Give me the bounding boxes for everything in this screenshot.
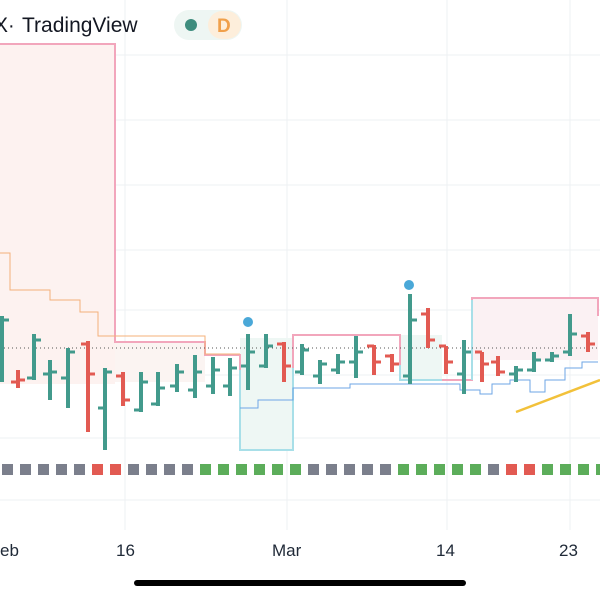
ohlc-bar bbox=[403, 294, 417, 384]
indicator-square bbox=[398, 464, 409, 475]
indicator-square bbox=[92, 464, 103, 475]
yellow-trend-line bbox=[515, 378, 600, 414]
status-letter-bg bbox=[208, 11, 241, 39]
indicator-square bbox=[128, 464, 139, 475]
ohlc-bar bbox=[11, 370, 25, 388]
ohlc-bar bbox=[421, 308, 435, 348]
blue-line bbox=[240, 361, 598, 409]
indicator-square bbox=[434, 464, 445, 475]
status-dot-icon bbox=[185, 19, 197, 31]
ohlc-bar bbox=[439, 344, 453, 374]
ohlc-bar bbox=[188, 355, 202, 398]
indicator-square bbox=[560, 464, 571, 475]
ohlc-bar bbox=[563, 314, 577, 356]
indicator-square bbox=[290, 464, 301, 475]
indicator-square bbox=[596, 464, 600, 475]
indicator-square bbox=[452, 464, 463, 475]
indicator-square bbox=[524, 464, 535, 475]
ohlc-bar bbox=[277, 342, 291, 382]
ohlc-bar bbox=[134, 372, 148, 412]
ohlc-bar bbox=[545, 352, 559, 362]
indicator-square bbox=[200, 464, 211, 475]
indicator-square bbox=[344, 464, 355, 475]
ohlc-bar bbox=[43, 360, 57, 400]
ohlc-bar bbox=[259, 334, 273, 368]
indicator-squares bbox=[2, 464, 600, 475]
indicator-square bbox=[164, 464, 175, 475]
indicator-square bbox=[578, 464, 589, 475]
indicator-square bbox=[2, 464, 13, 475]
ohlc-bar bbox=[457, 340, 471, 394]
chart-header: X · TradingView D bbox=[0, 10, 242, 40]
ohlc-bar bbox=[116, 372, 130, 406]
ohlc-bar bbox=[0, 316, 9, 382]
ohlc-bars bbox=[0, 294, 595, 450]
x-label-mar: Mar bbox=[272, 541, 302, 560]
ohlc-bar bbox=[475, 350, 489, 382]
ohlc-bar bbox=[241, 334, 255, 390]
indicator-square bbox=[236, 464, 247, 475]
indicator-square bbox=[488, 464, 499, 475]
indicator-square bbox=[20, 464, 31, 475]
ohlc-bar bbox=[491, 356, 505, 376]
ohlc-bar bbox=[81, 341, 95, 432]
ohlc-bar bbox=[581, 332, 595, 352]
indicator-square bbox=[380, 464, 391, 475]
ohlc-bar bbox=[151, 372, 165, 406]
cyan-channel-line bbox=[239, 300, 473, 451]
indicator-square bbox=[326, 464, 337, 475]
ohlc-bar bbox=[509, 366, 523, 382]
indicator-square bbox=[218, 464, 229, 475]
indicator-square bbox=[542, 464, 553, 475]
indicator-square bbox=[110, 464, 121, 475]
indicator-square bbox=[182, 464, 193, 475]
ohlc-bar bbox=[27, 334, 41, 380]
x-label-23: 23 bbox=[559, 541, 578, 560]
orange-line bbox=[0, 252, 240, 355]
status-letter: D bbox=[217, 16, 231, 37]
indicator-square bbox=[56, 464, 67, 475]
ohlc-bar bbox=[527, 352, 541, 372]
brand-name: TradingView bbox=[22, 14, 138, 37]
indicator-square bbox=[362, 464, 373, 475]
marker-dot bbox=[404, 280, 414, 290]
indicator-square bbox=[74, 464, 85, 475]
ohlc-bar bbox=[206, 357, 220, 394]
home-indicator bbox=[134, 580, 466, 586]
ohlc-bar bbox=[61, 348, 75, 408]
channel-fills bbox=[0, 44, 598, 450]
marker-dot bbox=[243, 317, 253, 327]
ohlc-bar bbox=[349, 336, 363, 378]
x-label-feb: eb bbox=[0, 541, 19, 560]
x-label-14: 14 bbox=[436, 541, 455, 560]
ohlc-bar bbox=[170, 364, 184, 392]
indicator-square bbox=[506, 464, 517, 475]
x-label-16: 16 bbox=[116, 541, 135, 560]
ohlc-bar bbox=[385, 354, 399, 372]
ohlc-bar bbox=[98, 368, 112, 450]
header-separator: · bbox=[8, 15, 15, 37]
indicator-square bbox=[146, 464, 157, 475]
ohlc-bar bbox=[223, 358, 237, 396]
indicator-square bbox=[272, 464, 283, 475]
symbol-fragment: X bbox=[0, 14, 8, 37]
ohlc-bar bbox=[367, 344, 381, 375]
indicator-square bbox=[470, 464, 481, 475]
indicator-square bbox=[416, 464, 427, 475]
ohlc-bar bbox=[313, 360, 327, 384]
x-axis: eb 16 Mar 14 23 bbox=[0, 541, 578, 560]
ohlc-bar bbox=[295, 344, 309, 375]
indicator-square bbox=[254, 464, 265, 475]
ohlc-bar bbox=[331, 354, 345, 374]
indicator-square bbox=[38, 464, 49, 475]
indicator-square bbox=[308, 464, 319, 475]
